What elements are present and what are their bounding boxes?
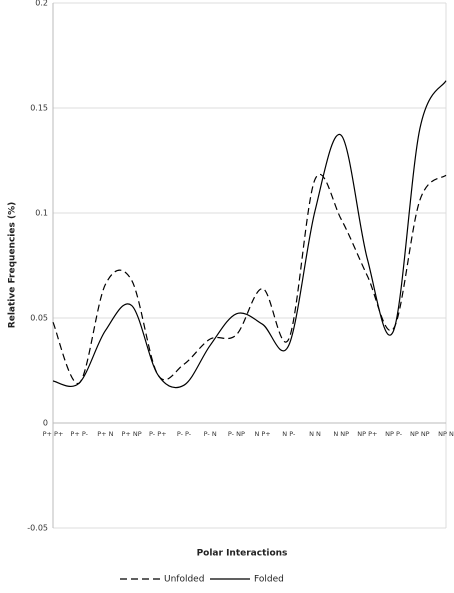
y-tick-label: 0.15 — [30, 104, 48, 113]
x-tick-label: P- P+ — [149, 430, 167, 438]
legend-label: Unfolded — [164, 575, 204, 585]
x-tick-label: P+ P+ — [43, 430, 64, 438]
x-tick-label: P+ N — [97, 430, 113, 438]
x-tick-label: N P- — [282, 430, 296, 438]
y-tick-label: 0.1 — [35, 209, 48, 218]
x-tick-label: NP N — [438, 430, 454, 438]
series-line — [52, 173, 447, 384]
x-tick-label: NP NP — [410, 430, 430, 438]
x-axis-title: Polar Interactions — [197, 549, 288, 559]
series-line — [52, 80, 447, 389]
x-tick-label: P+ NP — [121, 430, 141, 438]
y-tick-label: 0 — [43, 419, 48, 428]
x-tick-label: P- NP — [228, 430, 245, 438]
x-tick-label: P+ P- — [70, 430, 88, 438]
y-tick-label: -0.05 — [27, 524, 48, 533]
x-tick-label: P- N — [204, 430, 217, 438]
x-tick-label: P- P- — [177, 430, 192, 438]
y-tick-label: 0.05 — [30, 314, 48, 323]
legend-label: Folded — [254, 575, 284, 585]
x-tick-label: N NP — [333, 430, 349, 438]
x-tick-label: NP P- — [385, 430, 403, 438]
x-tick-label: NP P+ — [357, 430, 377, 438]
y-axis-title: Relative Frequencies (%) — [8, 202, 18, 328]
x-tick-label: N P+ — [254, 430, 270, 438]
y-tick-label: 0.2 — [35, 0, 48, 8]
x-tick-label: N N — [309, 430, 321, 438]
